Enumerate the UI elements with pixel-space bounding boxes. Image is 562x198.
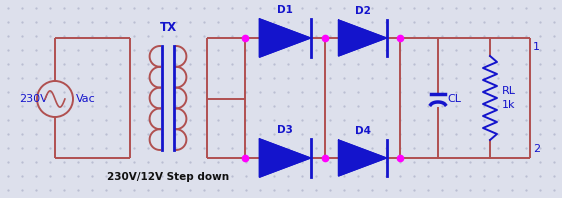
Text: D3: D3 — [277, 125, 293, 135]
Polygon shape — [260, 139, 311, 177]
Polygon shape — [338, 140, 387, 176]
Text: Vac: Vac — [76, 94, 96, 104]
Text: D4: D4 — [355, 126, 370, 136]
Text: 230V/12V Step down: 230V/12V Step down — [107, 172, 229, 182]
Text: RL: RL — [502, 86, 516, 96]
Polygon shape — [260, 19, 311, 57]
Text: 230V: 230V — [19, 94, 48, 104]
Text: CL: CL — [447, 94, 461, 104]
Polygon shape — [338, 20, 387, 56]
Text: 1k: 1k — [502, 100, 515, 110]
Text: 1: 1 — [533, 42, 540, 52]
Text: D1: D1 — [277, 5, 293, 15]
Text: TX: TX — [160, 21, 176, 34]
Text: 2: 2 — [533, 144, 540, 154]
Text: D2: D2 — [355, 6, 370, 16]
